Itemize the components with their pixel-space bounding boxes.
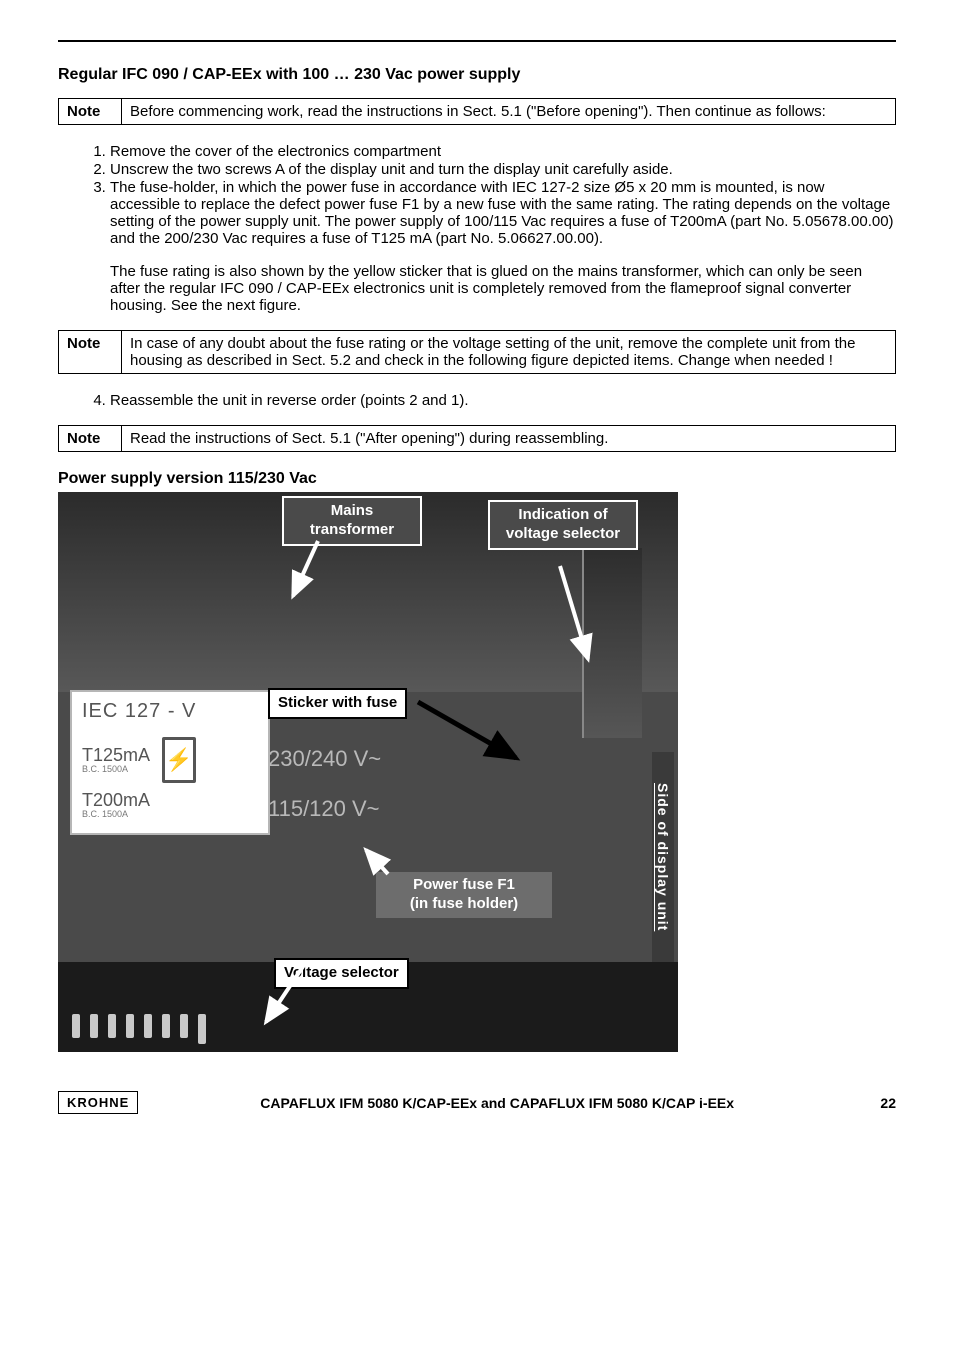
volt-text-1: 230/240 V~ — [268, 746, 381, 772]
section-heading: Regular IFC 090 / CAP-EEx with 100 … 230… — [58, 66, 896, 84]
note-label: Note — [59, 426, 122, 452]
numbered-list-2: Reassemble the unit in reverse order (po… — [58, 392, 896, 409]
note-text: Before commencing work, read the instruc… — [122, 99, 896, 125]
note-label: Note — [59, 331, 122, 374]
voltage-selector-label: Voltage selector — [274, 958, 409, 989]
note-text: In case of any doubt about the fuse rati… — [122, 331, 896, 374]
list-item: Reassemble the unit in reverse order (po… — [110, 392, 896, 409]
volt-text-2: 115/120 V~ — [268, 796, 380, 822]
footer-title: CAPAFLUX IFM 5080 K/CAP-EEx and CAPAFLUX… — [138, 1095, 856, 1111]
iec-title: IEC 127 - V — [82, 700, 258, 723]
power-fuse-line1: Power fuse F1 — [384, 876, 544, 895]
note-box-1: Note Before commencing work, read the in… — [58, 98, 896, 125]
connector-pins — [72, 1014, 206, 1044]
arrow-sticker — [416, 688, 536, 788]
note-box-3: Note Read the instructions of Sect. 5.1 … — [58, 425, 896, 452]
note-label: Note — [59, 99, 122, 125]
side-display-label: Side of display unit — [652, 752, 674, 962]
page-number: 22 — [856, 1095, 896, 1111]
fuse-sub-2: B.C. 1500A — [82, 809, 258, 819]
sticker-fuse-label: Sticker with fuse — [268, 688, 407, 719]
fuse-code-1: T125mA — [82, 746, 150, 764]
power-fuse-line2: (in fuse holder) — [384, 895, 544, 914]
numbered-list-1: Remove the cover of the electronics comp… — [58, 143, 896, 247]
list-item: Remove the cover of the electronics comp… — [110, 143, 896, 160]
paragraph: The fuse rating is also shown by the yel… — [110, 263, 896, 314]
subheading: Power supply version 115/230 Vac — [58, 470, 896, 488]
voltage-indication-label: Indication of voltage selector — [488, 500, 638, 550]
power-fuse-label: Power fuse F1 (in fuse holder) — [376, 872, 552, 918]
fuse-code-2: T200mA — [82, 791, 258, 809]
top-rule — [58, 40, 896, 42]
brand-logo: KROHNE — [58, 1091, 138, 1114]
power-supply-diagram: Mains transformer Indication of voltage … — [58, 492, 678, 1052]
page-footer: KROHNE CAPAFLUX IFM 5080 K/CAP-EEx and C… — [58, 1080, 896, 1114]
note-text: Read the instructions of Sect. 5.1 ("Aft… — [122, 426, 896, 452]
fuse-sub-1: B.C. 1500A — [82, 764, 150, 774]
document-page: Regular IFC 090 / CAP-EEx with 100 … 230… — [0, 0, 954, 1144]
connector-block — [582, 548, 642, 738]
mains-transformer-label: Mains transformer — [282, 496, 422, 546]
list-item: The fuse-holder, in which the power fuse… — [110, 179, 896, 247]
iec-sticker-panel: IEC 127 - V T125mA B.C. 1500A ⚡ T200mA B… — [70, 690, 270, 835]
lightning-icon: ⚡ — [162, 737, 196, 783]
note-box-2: Note In case of any doubt about the fuse… — [58, 330, 896, 374]
list-item: Unscrew the two screws A of the display … — [110, 161, 896, 178]
